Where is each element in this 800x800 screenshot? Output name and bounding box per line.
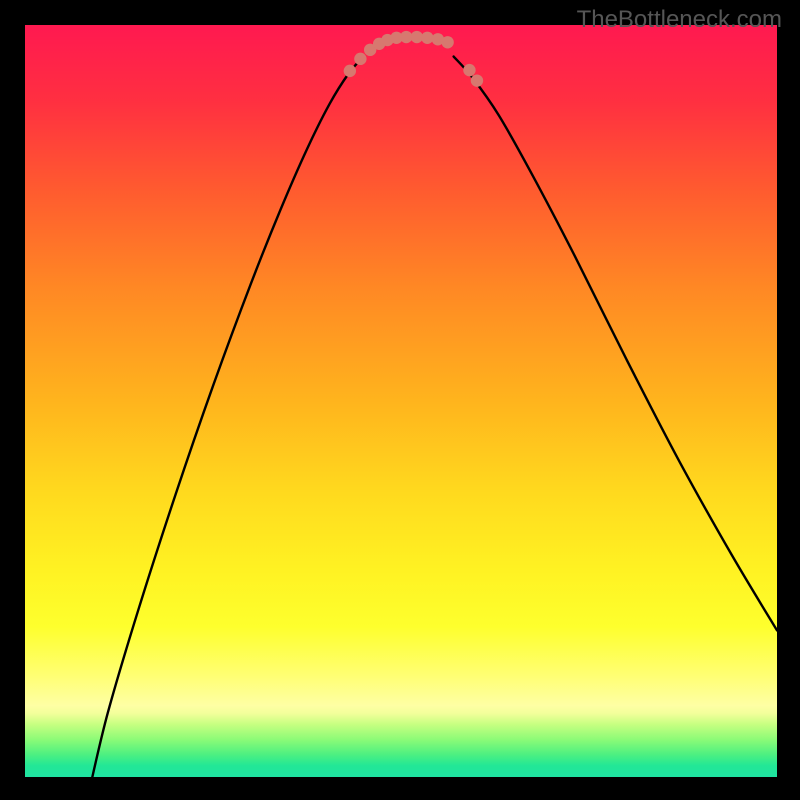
- plot-svg: [25, 25, 777, 777]
- stage: TheBottleneck.com: [0, 0, 800, 800]
- gradient-background: [25, 25, 777, 777]
- plot-area: [25, 25, 777, 777]
- watermark-text: TheBottleneck.com: [577, 6, 782, 34]
